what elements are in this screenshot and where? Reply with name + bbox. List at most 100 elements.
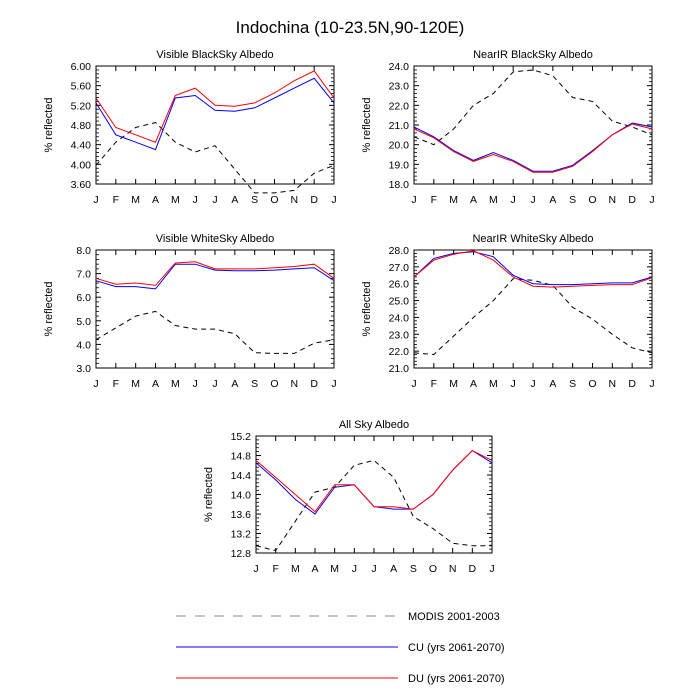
- y-tick-label: 23.0: [389, 81, 410, 93]
- x-tick-label: M: [131, 194, 140, 206]
- x-tick-label: N: [449, 563, 457, 575]
- panel-title: NearIR WhiteSky Albedo: [472, 233, 593, 245]
- y-tick-label: 21.0: [389, 363, 410, 375]
- x-tick-label: J: [352, 563, 357, 575]
- legend-label: CU (yrs 2061-2070): [408, 642, 505, 654]
- x-tick-label: F: [431, 194, 437, 206]
- chart-panel-2: NearIR BlackSky Albedo 18.0 19.0 20.0 21.0 22…: [361, 49, 655, 206]
- x-tick-label: J: [649, 194, 654, 206]
- x-tick-label: D: [310, 194, 318, 206]
- y-tick-label: 18.0: [389, 179, 410, 191]
- x-tick-label: S: [569, 378, 576, 390]
- x-tick-label: F: [431, 378, 437, 390]
- y-tick-label: 19.0: [389, 159, 410, 171]
- x-tick-label: A: [470, 378, 477, 390]
- y-tick-label: 4.80: [71, 120, 92, 132]
- series-line-du: [413, 250, 653, 288]
- x-tick-label: F: [113, 194, 119, 206]
- y-tick-label: 22.0: [389, 100, 410, 112]
- x-tick-label: S: [251, 378, 258, 390]
- y-tick-label: 5.60: [71, 81, 92, 93]
- x-tick-label: M: [291, 563, 300, 575]
- series-line-modis: [413, 69, 653, 146]
- x-tick-label: M: [171, 378, 180, 390]
- chart-panel-4: NearIR WhiteSky Albedo 21.0 22.0 23.0 24.0 25…: [361, 233, 655, 390]
- plot-frame: [95, 65, 335, 185]
- y-tick-label: 4.00: [71, 159, 92, 171]
- legend-item: DU (yrs 2061-2070): [176, 673, 505, 685]
- x-tick-label: D: [628, 378, 636, 390]
- x-tick-label: F: [272, 563, 278, 575]
- y-tick-label: 26.0: [389, 279, 410, 291]
- x-tick-label: M: [489, 378, 498, 390]
- x-tick-label: O: [588, 194, 596, 206]
- y-tick-label: 12.8: [231, 548, 252, 560]
- y-axis-label: % reflected: [43, 97, 55, 152]
- y-tick-label: 7.0: [76, 269, 91, 281]
- legend-item: CU (yrs 2061-2070): [176, 642, 505, 654]
- x-tick-label: J: [253, 563, 258, 575]
- x-tick-label: M: [131, 378, 140, 390]
- panel-title: Visible BlackSky Albedo: [156, 49, 273, 61]
- x-tick-label: M: [449, 378, 458, 390]
- x-tick-label: A: [311, 563, 318, 575]
- y-tick-label: 3.0: [76, 363, 91, 375]
- y-tick-label: 14.0: [231, 490, 252, 502]
- x-tick-label: D: [469, 563, 477, 575]
- x-tick-label: M: [449, 194, 458, 206]
- y-tick-label: 5.0: [76, 316, 91, 328]
- y-tick-label: 4.40: [71, 140, 92, 152]
- x-tick-label: J: [511, 194, 516, 206]
- x-tick-label: J: [93, 378, 98, 390]
- figure-title: Indochina (10-23.5N,90-120E): [236, 18, 465, 37]
- chart-panel-1: Visible BlackSky Albedo 3.60 4.00 4.40 4.80 5…: [43, 49, 337, 206]
- y-tick-label: 6.00: [71, 61, 92, 73]
- x-tick-label: J: [331, 194, 336, 206]
- y-tick-label: 27.0: [389, 262, 410, 274]
- series-line-cu: [95, 263, 335, 290]
- x-tick-label: N: [609, 378, 617, 390]
- series-line-modis: [413, 278, 653, 356]
- y-tick-label: 14.4: [231, 470, 252, 482]
- series-line-modis: [95, 121, 335, 194]
- y-axis-label: % reflected: [361, 97, 373, 152]
- legend-item: MODIS 2001-2003: [176, 611, 500, 623]
- y-tick-label: 3.60: [71, 179, 92, 191]
- plot-frame: [413, 65, 653, 185]
- plot-frame: [95, 249, 335, 369]
- y-axis-label: % reflected: [361, 281, 373, 336]
- panel-title: NearIR BlackSky Albedo: [473, 49, 593, 61]
- x-tick-label: D: [628, 194, 636, 206]
- y-tick-label: 14.8: [231, 451, 252, 463]
- x-tick-label: J: [331, 378, 336, 390]
- x-tick-label: A: [231, 194, 238, 206]
- x-tick-label: S: [410, 563, 417, 575]
- y-axis-label: % reflected: [203, 467, 215, 522]
- y-tick-label: 13.6: [231, 509, 252, 521]
- y-tick-label: 24.0: [389, 312, 410, 324]
- x-tick-label: O: [270, 194, 278, 206]
- plot-frame: [413, 249, 653, 369]
- x-tick-label: J: [193, 378, 198, 390]
- x-tick-label: O: [588, 378, 596, 390]
- series-line-du: [255, 449, 493, 513]
- x-tick-label: A: [152, 194, 159, 206]
- x-tick-label: J: [530, 194, 535, 206]
- series-line-modis: [255, 459, 492, 552]
- x-tick-label: J: [489, 563, 494, 575]
- x-tick-label: S: [569, 194, 576, 206]
- x-tick-label: J: [530, 378, 535, 390]
- x-tick-label: J: [93, 194, 98, 206]
- x-tick-label: J: [212, 194, 217, 206]
- x-tick-label: N: [291, 194, 299, 206]
- series-line-du: [95, 261, 335, 286]
- x-tick-label: D: [310, 378, 318, 390]
- x-tick-label: J: [371, 563, 376, 575]
- x-tick-label: A: [231, 378, 238, 390]
- y-axis-label: % reflected: [43, 281, 55, 336]
- y-tick-label: 21.0: [389, 120, 410, 132]
- y-tick-label: 6.0: [76, 292, 91, 304]
- plot-frame: [255, 435, 493, 554]
- x-tick-label: A: [470, 194, 477, 206]
